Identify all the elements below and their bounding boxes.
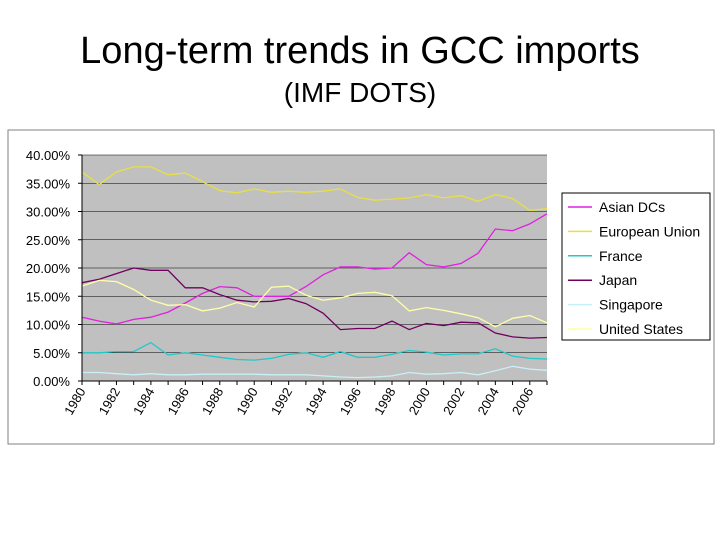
y-tick-label: 0.00% [33,374,70,389]
legend-label: Singapore [599,297,663,313]
series-line-france [82,341,548,361]
series-lines [81,166,548,379]
slide-subtitle: (IMF DOTS) [283,77,437,108]
series-line-asian-dcs [81,213,548,325]
legend-label: France [599,248,643,264]
legend-box [561,192,711,341]
y-tick-label: 40.00% [26,148,71,163]
series-line-singapore [82,365,548,379]
y-tick-labels: 0.00% 5.00% 10.00% 15.00% 20.00% 25.00% 30.00%… [26,148,71,389]
y-tick-label: 25.00% [26,233,71,248]
legend: Asian DCs European Union France Japan Singap… [561,192,711,341]
axes [78,154,548,385]
legend-label: European Union [599,223,700,239]
y-tick-label: 35.00% [26,176,71,191]
series-line-united-states [81,279,548,328]
legend-label: Japan [599,272,637,288]
series-line-japan [81,267,548,339]
series-line-european-union [81,166,548,212]
gridlines [82,154,547,354]
legend-label: Asian DCs [599,199,665,215]
legend-label: United States [599,321,683,337]
y-tick-label: 15.00% [26,289,71,304]
y-tick-label: 10.00% [26,318,71,333]
y-tick-label: 5.00% [33,346,70,361]
y-tick-label: 20.00% [26,261,71,276]
slide-title: Long-term trends in GCC imports [80,30,640,72]
y-tick-label: 30.00% [26,205,71,220]
